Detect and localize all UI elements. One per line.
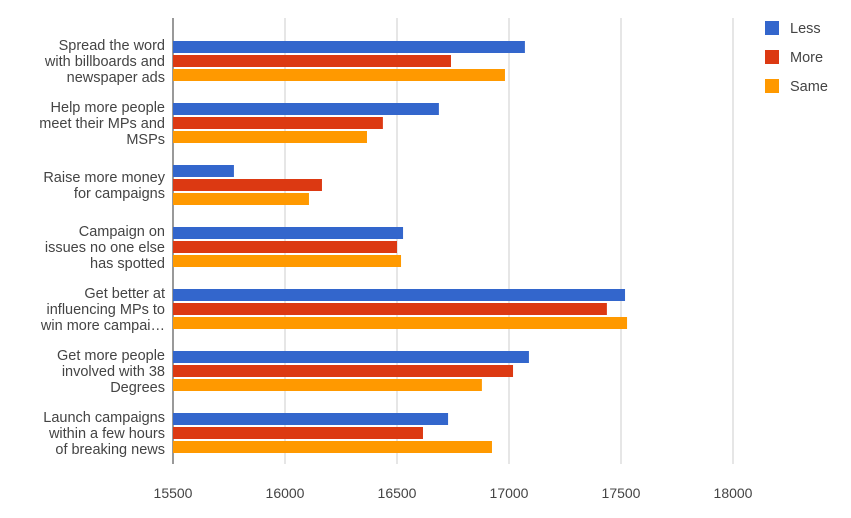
bar-less [173, 227, 404, 239]
category-label: meet their MPs and [39, 116, 165, 132]
bar-more [173, 303, 607, 315]
category-label: Get better at [84, 286, 165, 302]
x-tick-label: 18000 [714, 485, 753, 501]
legend-swatch-more [765, 50, 779, 64]
category-label: Campaign on [79, 224, 165, 240]
category-label: of breaking news [55, 442, 165, 458]
x-tick-label: 17500 [602, 485, 641, 501]
category-label: Launch campaigns [43, 410, 165, 426]
bar-less [173, 41, 525, 53]
bar-less [173, 289, 626, 301]
bar-same [173, 131, 367, 143]
bar-more [173, 117, 383, 129]
bar-less [173, 351, 529, 363]
x-tick-label: 15500 [154, 485, 193, 501]
bar-same [173, 379, 482, 391]
bar-more [173, 179, 322, 191]
category-label: for campaigns [74, 186, 165, 202]
category-label: MSPs [126, 132, 165, 148]
bar-same [173, 193, 309, 205]
bar-more [173, 55, 451, 67]
bar-same [173, 317, 628, 329]
category-label: with billboards and [44, 54, 165, 70]
x-tick-label: 16500 [378, 485, 417, 501]
bar-same [173, 69, 505, 81]
bar-more [173, 241, 397, 253]
bar-more [173, 427, 423, 439]
category-label: Spread the word [59, 38, 165, 54]
legend-label: Less [790, 21, 821, 37]
category-label: Raise more money [43, 170, 165, 186]
legend-swatch-same [765, 79, 779, 93]
category-label: influencing MPs to [47, 302, 165, 318]
category-label: within a few hours [48, 426, 165, 442]
category-label: issues no one else [45, 240, 165, 256]
legend-label: Same [790, 79, 828, 95]
category-label: Get more people [57, 348, 165, 364]
category-label: newspaper ads [67, 70, 165, 86]
bar-less [173, 165, 234, 177]
bar-same [173, 255, 402, 267]
legend-swatch-less [765, 21, 779, 35]
bar-more [173, 365, 514, 377]
category-label: has spotted [90, 256, 165, 272]
category-label: Degrees [110, 380, 165, 396]
legend-label: More [790, 50, 823, 66]
category-label: Help more people [51, 100, 165, 116]
x-tick-label: 17000 [490, 485, 529, 501]
bar-same [173, 441, 492, 453]
category-label: involved with 38 [62, 364, 165, 380]
x-tick-label: 16000 [266, 485, 305, 501]
bar-less [173, 103, 439, 115]
bar-less [173, 413, 449, 425]
category-label: win more campai… [40, 318, 165, 334]
